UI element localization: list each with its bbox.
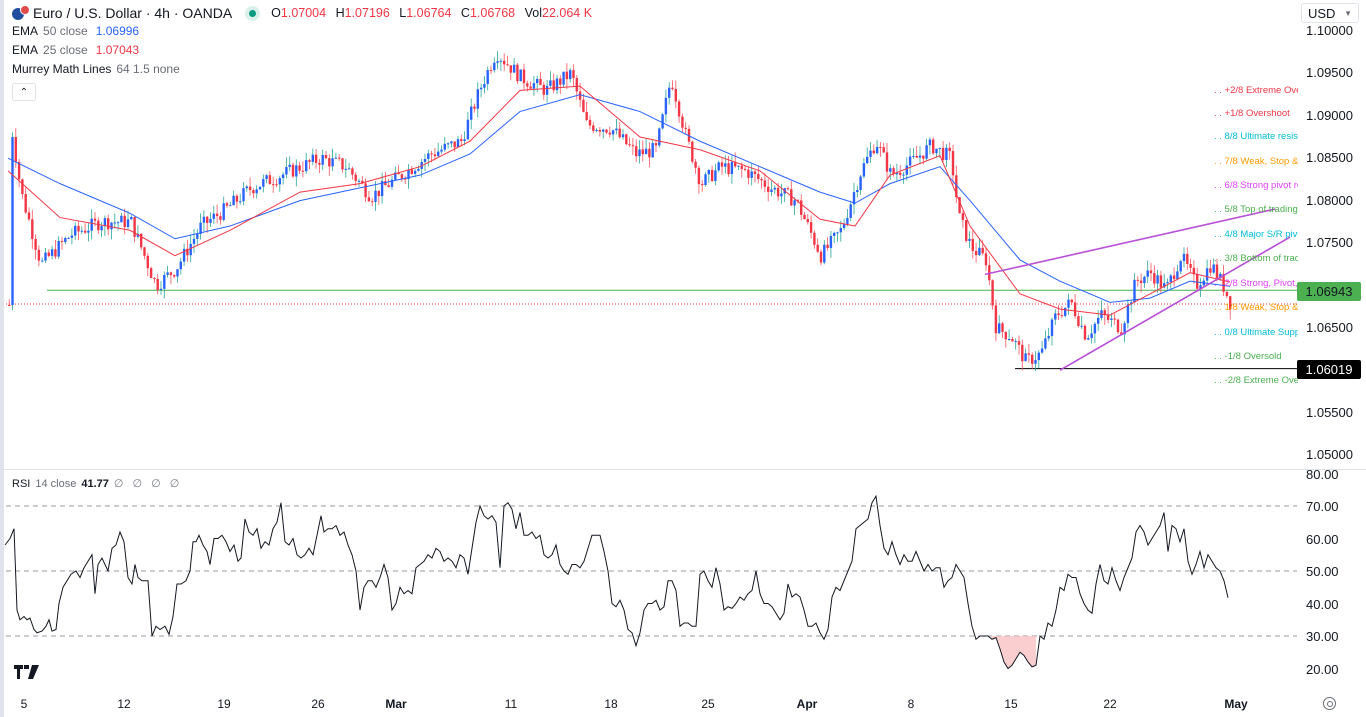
rsi-axis-label: 50.00: [1306, 564, 1339, 579]
time-axis-label: 19: [217, 697, 231, 711]
time-axis-label: 12: [117, 697, 131, 711]
time-axis-label: 25: [701, 697, 715, 711]
mml-label: . . 6/8 Strong pivot reverse: [1214, 180, 1298, 192]
low-price-badge[interactable]: 1.06019: [1297, 360, 1361, 379]
chart-legend: Euro / U.S. Dollar · 4h · OANDA O1.07004…: [12, 4, 598, 101]
time-axis-label: 5: [20, 697, 28, 711]
candlesticks: [8, 51, 1232, 372]
rsi-axis-label: 30.00: [1306, 629, 1339, 644]
time-axis-label: 11: [504, 697, 518, 711]
price-axis-label: 1.08000: [1306, 193, 1353, 208]
symbol-row: Euro / U.S. Dollar · 4h · OANDA O1.07004…: [12, 4, 598, 22]
time-axis-label: Apr: [796, 697, 818, 711]
support-price-badge[interactable]: 1.06943: [1297, 282, 1361, 301]
rsi-line: [4, 494, 1229, 670]
mml-label: . . 2/8 Strong, Pivot, reverse: [1214, 277, 1298, 289]
time-axis-label: 18: [604, 697, 618, 711]
mml-label: . . 8/8 Ultimate resistance: [1214, 131, 1298, 142]
ema25-line: [7, 85, 1231, 316]
mml-label: . . 7/8 Weak, Stop & Reverse: [1214, 155, 1298, 167]
rsi-axis-label: 60.00: [1306, 532, 1339, 547]
market-open-status-icon: [249, 9, 257, 17]
chevron-up-icon: ⌃: [19, 86, 29, 98]
price-axis-label: 1.09000: [1306, 108, 1353, 123]
rsi-legend[interactable]: RSI 14 close 41.77 ∅ ∅ ∅ ∅: [12, 477, 183, 491]
indicator-ema50[interactable]: EMA 50 close 1.06996: [12, 24, 140, 38]
price-axis-label: 1.10000: [1306, 23, 1353, 38]
mml-label: . . 1/8 Weak, Stop & Reverse: [1214, 302, 1298, 314]
time-axis-label: Mar: [385, 697, 407, 711]
time-axis-label: May: [1224, 697, 1248, 711]
eurusd-flag-icon: [12, 5, 30, 21]
mml-label: . . 3/8 Bottom of trading range: [1214, 253, 1298, 265]
mml-label: . . -1/8 Oversold: [1214, 351, 1282, 363]
rsi-axis-label: 80.00: [1306, 467, 1339, 482]
mml-label: . . -2/8 Extreme Oversold: [1214, 375, 1298, 387]
collapse-legend-button[interactable]: ⌃: [12, 83, 36, 101]
time-axis-label: 22: [1103, 697, 1117, 711]
channel-lower-line[interactable]: [1059, 236, 1291, 371]
price-axis-label: 1.06500: [1306, 320, 1353, 335]
rsi-oversold-fill: [990, 636, 1036, 669]
currency-selector[interactable]: USD ▼: [1301, 3, 1359, 23]
chart-settings-icon[interactable]: [1323, 697, 1336, 710]
time-axis-label: 8: [907, 697, 915, 711]
mml-label: . . 0/8 Ultimate Support: [1214, 326, 1298, 338]
mml-label: . . +2/8 Extreme Overshoot: [1214, 85, 1298, 97]
indicator-murrey-math[interactable]: Murrey Math Lines 64 1.5 none: [12, 62, 180, 76]
left-toolbar-edge: [0, 0, 4, 717]
ema50-line: [7, 94, 1231, 303]
time-axis-label: 15: [1004, 697, 1018, 711]
price-axis-label: 1.08500: [1306, 150, 1353, 165]
mml-label: . . 4/8 Major S/R pivot point: [1214, 228, 1298, 240]
indicator-ema25[interactable]: EMA 25 close 1.07043: [12, 43, 140, 57]
price-axis-label: 1.05000: [1306, 447, 1353, 462]
ohlc-values: O1.07004 H1.07196 L1.06764 C1.06768 Vol2…: [271, 6, 593, 20]
rsi-axis-label: 70.00: [1306, 499, 1339, 514]
price-axis-label: 1.09500: [1306, 65, 1353, 80]
price-axis-label: 1.07500: [1306, 235, 1353, 250]
symbol-title[interactable]: Euro / U.S. Dollar · 4h · OANDA: [33, 5, 233, 21]
mml-label: . . 5/8 Top of trading range: [1214, 203, 1298, 215]
pane-separator[interactable]: [4, 469, 1366, 470]
time-axis-label: 26: [311, 697, 325, 711]
rsi-axis-label: 20.00: [1306, 662, 1339, 677]
rsi-axis-label: 40.00: [1306, 597, 1339, 612]
chevron-down-icon: ▼: [1344, 8, 1352, 18]
price-axis-label: 1.05500: [1306, 405, 1353, 420]
mml-label: . . +1/8 Overshoot: [1214, 108, 1290, 120]
tradingview-logo-icon[interactable]: [14, 665, 40, 679]
channel-upper-line[interactable]: [984, 208, 1276, 276]
